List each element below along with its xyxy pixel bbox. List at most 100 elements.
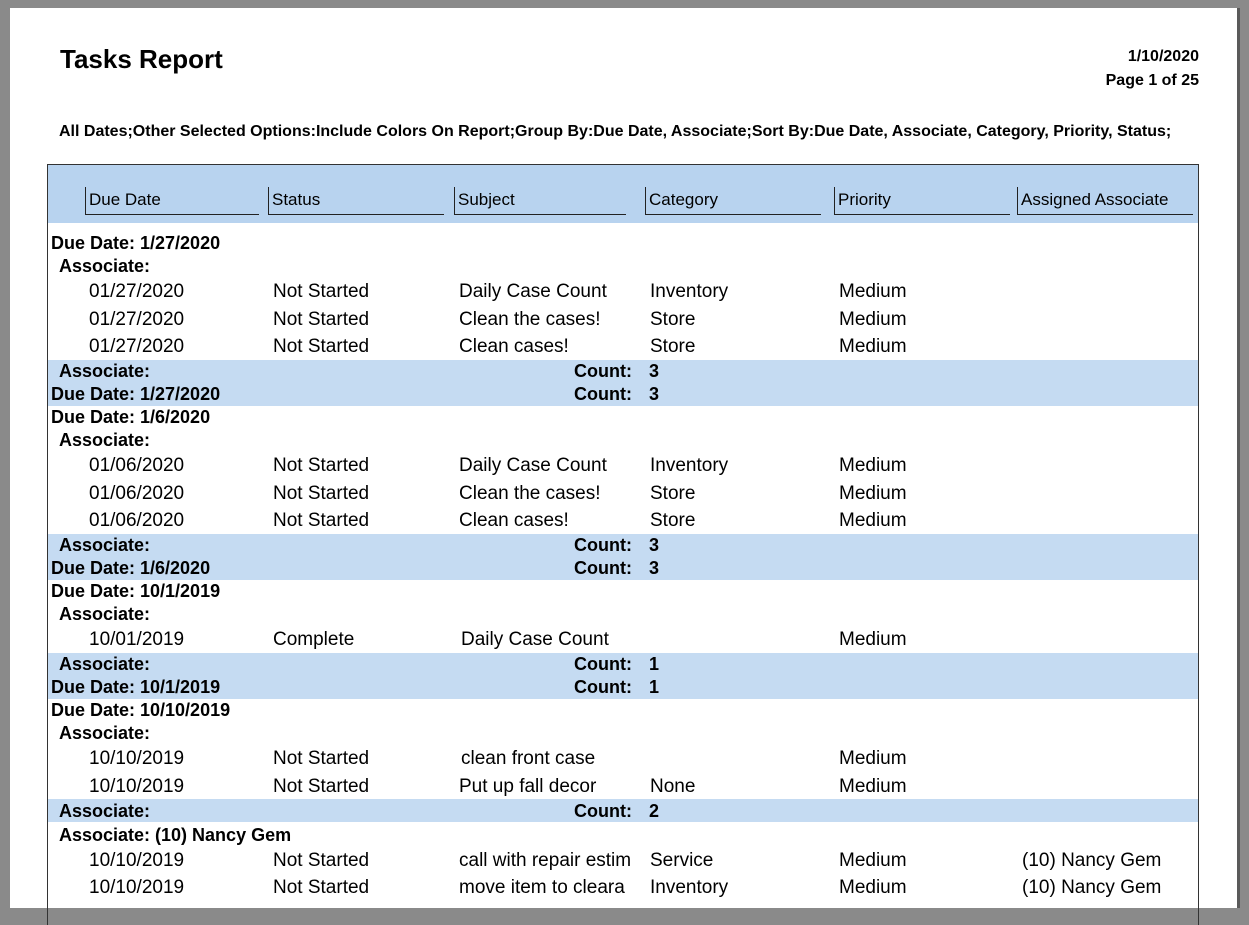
cell-due: 10/10/2019 xyxy=(89,849,185,871)
report-table: Due Date Status Subject Category Priority Ass… xyxy=(47,164,1199,925)
count-value: 3 xyxy=(649,558,660,578)
cell-status: Not Started xyxy=(273,775,370,797)
count-value: 3 xyxy=(649,361,660,381)
count-value: 1 xyxy=(649,677,660,697)
column-header: Priority xyxy=(834,187,1010,215)
cell-category: Service xyxy=(650,849,714,871)
cell-due: 01/06/2020 xyxy=(89,482,185,504)
count-label: Count: xyxy=(574,800,632,821)
cell-status: Not Started xyxy=(273,849,370,871)
cell-subject: Clean cases! xyxy=(459,510,569,531)
cell-associate: (10) Nancy Gem xyxy=(1022,877,1162,898)
cell-priority: Medium xyxy=(839,775,907,797)
cell-priority: Medium xyxy=(839,877,907,898)
cell-priority: Medium xyxy=(839,748,907,769)
header-band xyxy=(48,165,1198,223)
cell-status: Not Started xyxy=(273,308,370,330)
cell-due: 01/06/2020 xyxy=(89,455,185,476)
footer-label: Associate: xyxy=(59,535,151,555)
footer-band xyxy=(48,556,1198,580)
cell-due: 10/01/2019 xyxy=(89,629,185,650)
count-label: Count: xyxy=(574,384,632,404)
footer-band xyxy=(48,533,1198,557)
cell-due: 01/27/2020 xyxy=(89,281,185,302)
column-header: Category xyxy=(645,187,821,215)
associate-heading: Associate: xyxy=(59,256,151,276)
group-heading: Due Date: 10/10/2019 xyxy=(51,700,231,720)
page-number: Page 1 of 25 xyxy=(1105,72,1199,89)
column-header: Subject xyxy=(454,187,626,215)
footer-label: Due Date: 1/6/2020 xyxy=(51,558,211,578)
count-label: Count: xyxy=(574,535,632,555)
cell-category: Inventory xyxy=(650,455,729,476)
count-value: 1 xyxy=(649,654,660,674)
cell-status: Not Started xyxy=(273,748,370,769)
cell-due: 10/10/2019 xyxy=(89,877,185,898)
report-page: Tasks Report 1/10/2020 Page 1 of 25 All … xyxy=(10,8,1237,925)
cell-due: 01/06/2020 xyxy=(89,510,185,531)
cell-priority: Medium xyxy=(839,629,907,650)
count-label: Count: xyxy=(574,677,632,697)
count-value: 2 xyxy=(649,800,660,821)
count-value: 3 xyxy=(649,535,660,555)
cell-associate: (10) Nancy Gem xyxy=(1022,849,1162,871)
cell-due: 10/10/2019 xyxy=(89,748,185,769)
cell-status: Not Started xyxy=(273,510,370,531)
footer-band xyxy=(48,799,1198,822)
cell-subject: Clean the cases! xyxy=(459,482,601,504)
cell-priority: Medium xyxy=(839,455,907,476)
footer-band xyxy=(48,382,1198,406)
cell-status: Not Started xyxy=(273,455,370,476)
count-label: Count: xyxy=(574,361,632,381)
cell-status: Complete xyxy=(273,629,355,650)
footer-label: Due Date: 1/27/2020 xyxy=(51,384,221,404)
cell-priority: Medium xyxy=(839,482,907,504)
group-heading: Due Date: 10/1/2019 xyxy=(51,581,221,601)
cell-status: Not Started xyxy=(273,877,370,898)
footer-band xyxy=(48,359,1198,383)
screen: Tasks Report 1/10/2020 Page 1 of 25 All … xyxy=(10,8,1237,925)
cell-due: 10/10/2019 xyxy=(89,775,185,797)
count-label: Count: xyxy=(574,654,632,674)
cell-status: Not Started xyxy=(273,281,370,302)
cell-subject: Daily Case Count xyxy=(461,629,609,650)
cell-subject: Put up fall decor xyxy=(459,775,597,797)
cell-status: Not Started xyxy=(273,336,370,357)
report-date: 1/10/2020 xyxy=(1127,48,1199,65)
cell-due: 01/27/2020 xyxy=(89,308,185,330)
cell-category: Inventory xyxy=(650,281,729,302)
cell-subject: Clean the cases! xyxy=(459,308,601,330)
cell-subject: Daily Case Count xyxy=(459,455,607,476)
associate-heading: Associate: xyxy=(59,430,151,450)
group-heading: Due Date: 1/27/2020 xyxy=(51,233,221,253)
report-options: All Dates;Other Selected Options:Include… xyxy=(59,123,1172,140)
cell-subject: move item to cleara xyxy=(459,877,625,898)
cell-priority: Medium xyxy=(839,510,907,531)
cell-category: Inventory xyxy=(650,877,729,898)
associate-heading: Associate: (10) Nancy Gem xyxy=(59,824,292,845)
count-value: 3 xyxy=(649,384,660,404)
cell-subject: call with repair estim xyxy=(459,849,632,871)
cell-priority: Medium xyxy=(839,281,907,302)
footer-label: Associate: xyxy=(59,800,151,821)
footer-band xyxy=(48,675,1198,699)
cell-priority: Medium xyxy=(839,336,907,357)
associate-heading: Associate: xyxy=(59,723,151,743)
footer-label: Due Date: 10/1/2019 xyxy=(51,677,221,697)
cell-priority: Medium xyxy=(839,849,907,871)
cell-category: Store xyxy=(650,308,696,330)
cell-due: 01/27/2020 xyxy=(89,336,185,357)
column-header: Assigned Associate xyxy=(1017,187,1193,215)
cell-subject: clean front case xyxy=(461,748,596,769)
cell-category: None xyxy=(650,775,696,797)
group-heading: Due Date: 1/6/2020 xyxy=(51,407,211,427)
column-header: Status xyxy=(268,187,444,215)
cell-subject: Daily Case Count xyxy=(459,281,607,302)
associate-heading: Associate: xyxy=(59,604,151,624)
column-header: Due Date xyxy=(85,187,259,215)
cell-priority: Medium xyxy=(839,308,907,330)
cell-subject: Clean cases! xyxy=(459,336,569,357)
count-label: Count: xyxy=(574,558,632,578)
cell-category: Store xyxy=(650,336,696,357)
report-title: Tasks Report xyxy=(60,44,223,74)
